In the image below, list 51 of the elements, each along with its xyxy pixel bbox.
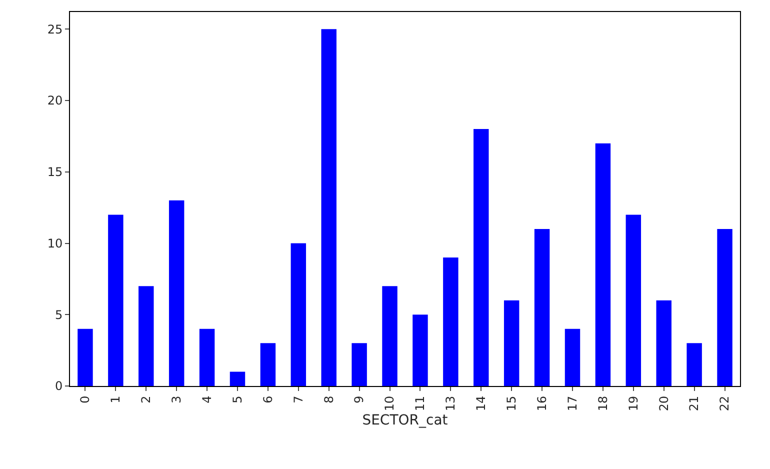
x-axis-title: SECTOR_cat bbox=[362, 412, 448, 428]
x-tick-label: 18 bbox=[596, 396, 610, 412]
x-tick-label: 20 bbox=[656, 396, 671, 412]
bar bbox=[199, 328, 215, 386]
x-tick-label: 9 bbox=[352, 396, 366, 404]
x-tick-label: 8 bbox=[322, 396, 336, 404]
y-tick-label: 20 bbox=[47, 94, 63, 108]
bar bbox=[626, 214, 642, 386]
x-tick-label: 19 bbox=[626, 396, 640, 412]
y-tick-label: 10 bbox=[47, 236, 63, 250]
bar bbox=[230, 372, 246, 386]
bar bbox=[504, 300, 520, 386]
x-tick-label: 2 bbox=[139, 396, 154, 404]
bar bbox=[686, 343, 702, 386]
bar bbox=[443, 258, 458, 386]
x-tick-label: 4 bbox=[200, 396, 214, 404]
bar bbox=[78, 328, 93, 386]
x-tick-label: 15 bbox=[504, 396, 518, 412]
bar bbox=[168, 200, 184, 386]
x-tick-label: 5 bbox=[230, 396, 244, 404]
bar bbox=[382, 286, 398, 386]
x-tick-label: 16 bbox=[534, 396, 549, 412]
bar bbox=[717, 228, 732, 386]
bar bbox=[321, 29, 336, 386]
x-tick-label: 3 bbox=[169, 396, 184, 404]
x-tick-label: 17 bbox=[565, 396, 580, 412]
y-tick-label: 5 bbox=[54, 308, 63, 322]
bar bbox=[595, 143, 611, 386]
y-tick-label: 15 bbox=[47, 165, 63, 180]
x-tick-label: 21 bbox=[687, 396, 702, 412]
x-tick-label: 11 bbox=[413, 396, 428, 412]
y-tick-label: 0 bbox=[54, 379, 63, 394]
x-tick-label: 1 bbox=[108, 396, 123, 404]
x-tick-label: 10 bbox=[382, 396, 397, 412]
y-tick-label: 25 bbox=[47, 22, 63, 36]
bar bbox=[290, 243, 306, 386]
x-tick-label: 13 bbox=[444, 396, 458, 412]
bar bbox=[656, 300, 672, 386]
x-tick-label: 14 bbox=[474, 396, 488, 412]
x-tick-label: 0 bbox=[78, 396, 92, 404]
x-tick-label: 7 bbox=[291, 396, 306, 404]
bar bbox=[564, 328, 580, 386]
bar bbox=[260, 343, 276, 386]
bar bbox=[138, 286, 154, 386]
bar bbox=[412, 314, 428, 386]
bar bbox=[534, 228, 550, 386]
x-tick-label: 6 bbox=[260, 396, 275, 404]
bar bbox=[474, 129, 489, 386]
bar bbox=[108, 214, 124, 386]
bar bbox=[352, 343, 367, 386]
x-tick-label: 22 bbox=[718, 396, 732, 412]
